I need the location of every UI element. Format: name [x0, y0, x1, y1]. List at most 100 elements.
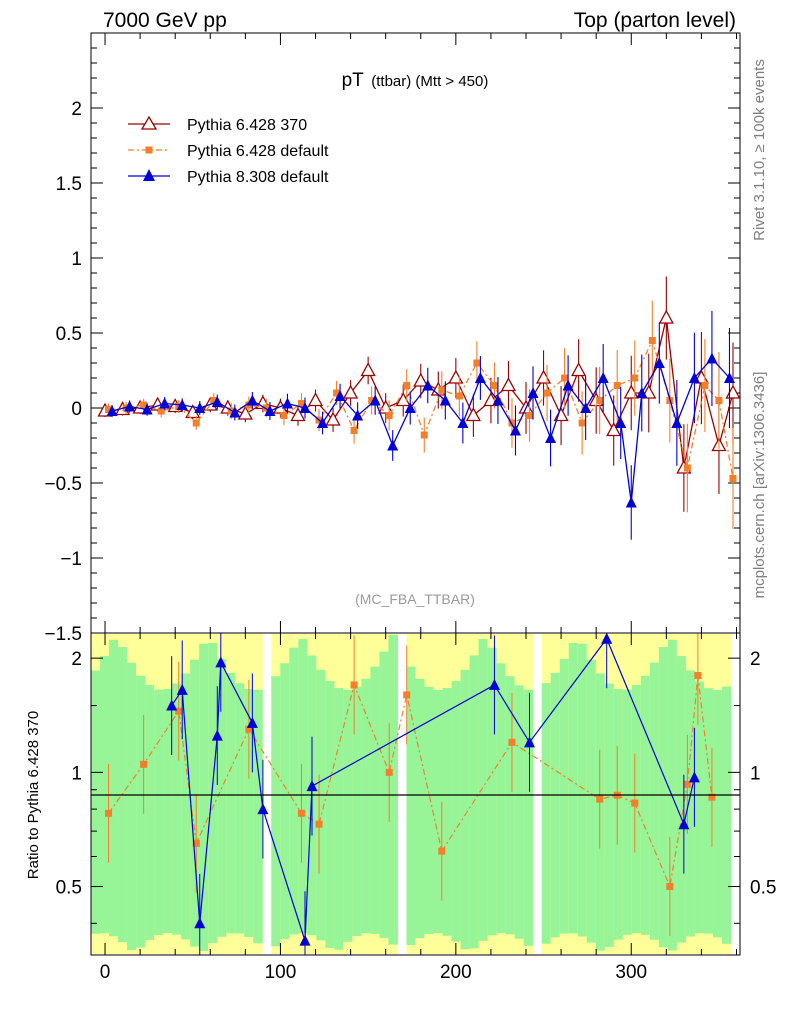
data-point-p8: [404, 402, 416, 413]
ratio-point-p6default: [438, 847, 446, 855]
y-tick-label: 0: [71, 399, 82, 420]
data-point-p6default: [613, 382, 621, 389]
ratio-band-green: [145, 684, 155, 941]
data-point-p8: [124, 400, 136, 412]
y-tick-label: 0.5: [56, 324, 82, 345]
data-point-ref: [343, 384, 359, 399]
ratio-point-p6default: [315, 820, 323, 828]
ratio-band-green: [469, 655, 480, 949]
legend-marker-ref: [140, 115, 158, 130]
ratio-band-green: [190, 659, 200, 947]
data-point-p6default: [526, 412, 534, 419]
ratio-point-p8: [488, 678, 500, 690]
data-point-p8: [653, 357, 665, 368]
ratio-band-green: [649, 662, 660, 940]
ratio-point-p8: [257, 803, 269, 815]
y-tick-label: 1: [71, 249, 82, 270]
ratio-line-p8: [171, 637, 695, 941]
ratio-point-p8: [524, 736, 536, 748]
ratio-point-p6default: [508, 738, 516, 746]
ratio-band-green: [406, 666, 416, 945]
ratio-band-green: [91, 670, 101, 934]
rivet-label: Rivet 3.1.10, ≥ 100k events: [751, 59, 768, 241]
ratio-band-green: [460, 669, 471, 950]
data-point-p6default: [157, 407, 165, 415]
ratio-band-green: [478, 639, 489, 941]
x-tick-label: 0: [100, 962, 111, 983]
data-point-p6default: [297, 400, 305, 407]
data-point-p8: [422, 379, 434, 391]
data-point-p6default: [420, 431, 428, 439]
ratio-band-green: [550, 672, 561, 938]
ratio-band-green: [334, 688, 344, 950]
data-point-p6default: [385, 412, 393, 419]
ratio-band-green: [424, 686, 435, 934]
data-point-ref: [360, 362, 376, 377]
ratio-y-tick-label-right: 0.5: [750, 878, 776, 899]
ratio-band-green: [388, 635, 398, 945]
data-point-p8: [492, 394, 504, 406]
data-point-p8: [545, 432, 557, 443]
ratio-band-green: [613, 689, 624, 940]
ratio-point-p8: [306, 780, 318, 792]
data-point-p6default: [350, 427, 358, 434]
data-point-p6default: [561, 374, 569, 382]
y-tick-label: −1: [60, 549, 82, 570]
x-tick-label: 100: [265, 962, 297, 983]
ratio-band-green: [676, 656, 687, 943]
data-point-p6default: [262, 404, 270, 412]
data-point-p8: [439, 394, 451, 406]
data-point-p8: [688, 372, 700, 383]
ratio-band-green: [127, 662, 137, 951]
data-point-p8: [706, 352, 718, 364]
ratio-band-green: [271, 676, 281, 947]
ratio-band-green: [244, 688, 254, 938]
x-tick-label: 200: [440, 962, 472, 983]
ratio-band-green: [208, 643, 218, 944]
ratio-band-green: [622, 689, 633, 935]
ratio-point-p8: [601, 632, 613, 644]
ratio-y-tick-label-right: 1: [750, 763, 761, 784]
data-point-p6default: [473, 359, 481, 367]
data-point-p8: [597, 372, 609, 383]
data-point-p6default: [403, 382, 411, 389]
data-point-p8: [194, 402, 206, 413]
ratio-band-green: [442, 688, 453, 936]
data-point-p8: [387, 439, 399, 451]
data-point-p8: [106, 405, 118, 416]
ratio-point-p8: [688, 771, 700, 783]
data-point-p8: [229, 406, 241, 418]
data-point-ref: [413, 372, 429, 387]
header-left: 7000 GeV pp: [103, 9, 227, 32]
data-point-p6default: [438, 386, 446, 394]
ratio-point-p6default: [403, 691, 411, 699]
ratio-plot-frame: [90, 632, 741, 956]
ratio-band-green: [163, 689, 173, 934]
data-point-p8: [334, 390, 346, 401]
data-point-p6default: [490, 382, 498, 389]
ratio-band-green: [703, 688, 714, 934]
main-axis-ticks: −1.5 −1 −0.5 0 0.5 1 1.5 2: [44, 32, 740, 645]
data-point-p6default: [333, 389, 341, 397]
ratio-band-green: [712, 689, 723, 938]
ratio-band-green: [253, 689, 263, 944]
ratio-point-p6default: [631, 799, 639, 807]
data-point-p8: [527, 387, 539, 398]
ratio-point-p6default: [105, 809, 113, 817]
data-point-p8: [636, 387, 648, 398]
data-point-p8: [176, 399, 188, 410]
data-point-p6default: [596, 397, 604, 404]
ratio-panel-series: [105, 632, 716, 955]
ratio-band-green: [505, 676, 516, 935]
ratio-point-p8: [215, 656, 227, 668]
ratio-band-green: [685, 670, 696, 937]
data-point-p6default: [701, 382, 709, 389]
ratio-y-tick-label: 2: [71, 649, 82, 670]
data-point-p8: [474, 372, 486, 383]
y-tick-label: −0.5: [44, 474, 82, 495]
mcplots-label: mcplots.cern.ch [arXiv:1306.3436]: [751, 372, 768, 599]
ratio-y-axis-label: Ratio to Pythia 6.428 370: [25, 711, 42, 879]
ratio-point-p6default: [666, 883, 674, 891]
legend: Pythia 6.428 370 Pythia 6.428 default Py…: [128, 115, 329, 186]
